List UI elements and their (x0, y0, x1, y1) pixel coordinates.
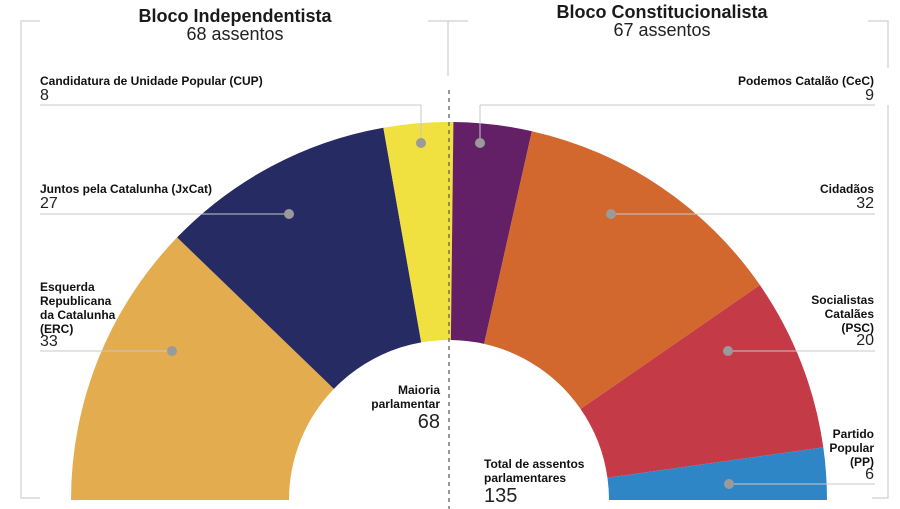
value-cup: 8 (40, 87, 49, 104)
label-psc-line-1: Socialistas (811, 293, 874, 307)
label-erc-line-2: Republicana (40, 294, 112, 308)
leader-dot-pp (724, 479, 734, 489)
baseline-mask (0, 500, 900, 509)
slice-psc (580, 284, 824, 478)
label-pp-line-1: Partido (832, 427, 874, 441)
value-jxcat: 27 (40, 195, 58, 212)
slice-cec (450, 122, 532, 344)
left-block-bracket-top-right (428, 20, 449, 76)
slice-jxcat (177, 127, 422, 389)
majority-value: 68 (417, 411, 440, 433)
label-erc-line-3: da Catalunha (40, 308, 116, 322)
leader-dot-erc (167, 346, 177, 356)
label-erc-line-1: Esquerda (40, 280, 95, 294)
right-block-bracket (868, 20, 889, 68)
label-cup: Candidatura de Unidade Popular (CUP) (40, 74, 263, 88)
total-seats-label: Total de assentos parlamentares (484, 457, 624, 485)
slices-group (0, 122, 900, 509)
slice-cup (383, 122, 454, 343)
right-block-seats: 67 assentos (613, 20, 711, 40)
majority-label-line-2: parlamentar (371, 397, 440, 411)
majority-label: Maioria parlamentar (320, 383, 440, 411)
value-erc: 33 (40, 333, 58, 350)
label-erc-line-4: (ERC) (40, 322, 74, 336)
slice-pp (607, 447, 827, 500)
leader-dot-cidadaos (606, 209, 616, 219)
leader-lines-group (40, 104, 875, 489)
value-psc: 20 (856, 332, 874, 349)
label-pp: Partido Popular (PP) (774, 427, 874, 469)
value-pp: 6 (865, 466, 874, 483)
label-pp-line-3: (PP) (850, 455, 874, 469)
label-psc: Socialistas Catalães (PSC) (754, 293, 874, 335)
leader-dot-psc (723, 346, 733, 356)
label-jxcat: Juntos pela Catalunha (JxCat) (40, 182, 213, 196)
total-seats-label-line-2: parlamentares (484, 471, 567, 485)
label-cec: Podemos Catalão (CeC) (737, 74, 874, 88)
left-block-title: Bloco Independentista (138, 6, 332, 26)
right-block-bracket-lower (872, 105, 889, 499)
total-seats-label-line-1: Total de assentos (484, 457, 585, 471)
right-block-title: Bloco Constitucionalista (556, 2, 768, 22)
block-brackets (20, 20, 889, 499)
leader-dot-jxcat (284, 209, 294, 219)
leader-dot-cup (416, 138, 426, 148)
value-cidadaos: 32 (856, 195, 874, 212)
leader-dot-cec (475, 138, 485, 148)
total-seats-value: 135 (484, 485, 518, 507)
left-block-seats: 68 assentos (186, 24, 284, 44)
label-psc-line-3: (PSC) (841, 321, 874, 335)
label-erc: Esquerda Republicana da Catalunha (ERC) (40, 280, 160, 336)
majority-label-line-1: Maioria (397, 383, 440, 397)
value-cec: 9 (865, 87, 874, 104)
left-block-bracket (20, 20, 40, 499)
label-pp-line-2: Popular (829, 441, 874, 455)
slice-erc (71, 237, 334, 500)
label-psc-line-2: Catalães (824, 307, 874, 321)
label-cidadaos: Cidadãos (819, 182, 874, 196)
slice-cidadaos (484, 131, 760, 409)
